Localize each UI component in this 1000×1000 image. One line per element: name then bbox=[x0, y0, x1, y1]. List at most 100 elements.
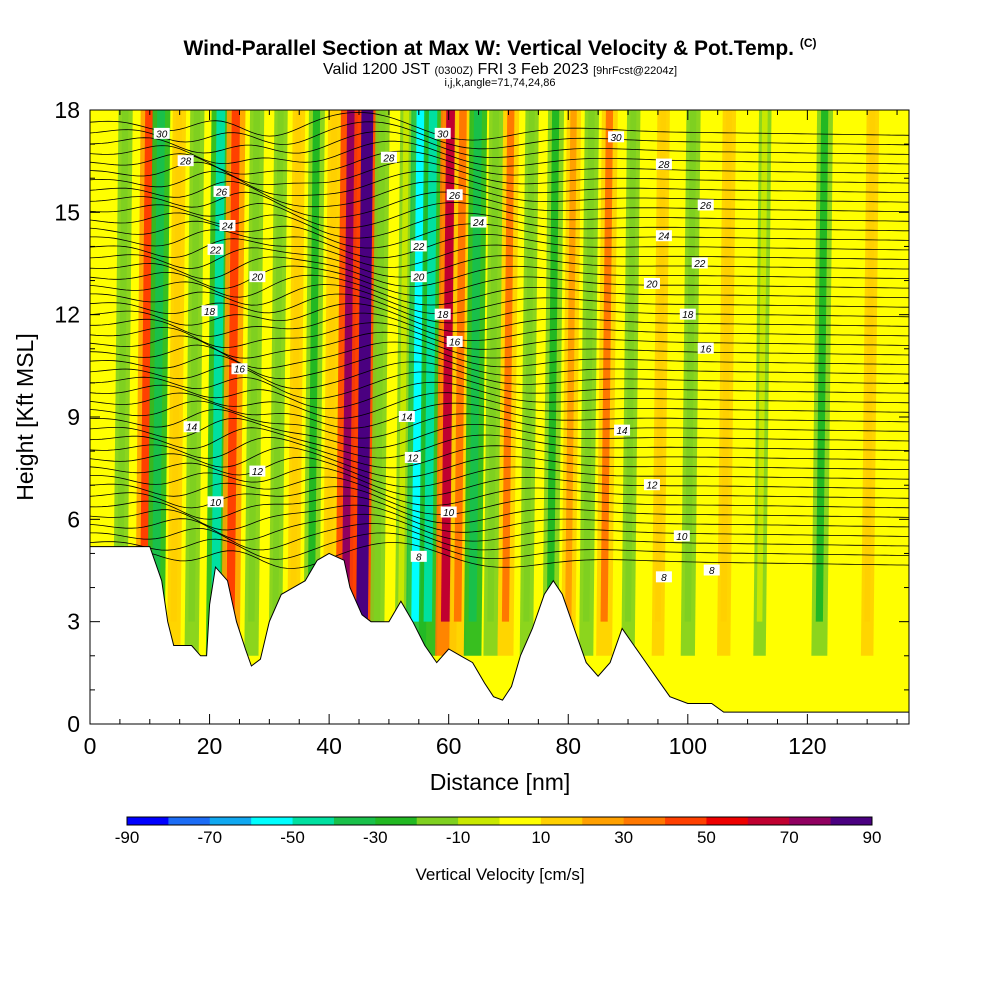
valid-time-line: Valid 1200 JST (0300Z) FRI 3 Feb 2023 [9… bbox=[0, 61, 1000, 79]
valid-prefix: Valid 1200 JST bbox=[322, 61, 431, 78]
theta-label-text: 12 bbox=[252, 467, 264, 478]
theta-contour-label: 8 bbox=[703, 564, 720, 577]
x-tick-label: 20 bbox=[197, 733, 223, 759]
theta-contour-label: 22 bbox=[207, 243, 224, 256]
theta-label-text: 20 bbox=[645, 279, 658, 290]
theta-label-text: 14 bbox=[186, 423, 198, 434]
x-axis-label: Distance [nm] bbox=[430, 769, 571, 795]
theta-contour-label: 16 bbox=[231, 363, 248, 376]
theta-contour-label: 26 bbox=[446, 189, 463, 202]
y-tick-label: 6 bbox=[67, 506, 80, 532]
theta-label-text: 18 bbox=[204, 307, 216, 318]
x-tick-label: 80 bbox=[555, 733, 581, 759]
velocity-band bbox=[519, 110, 539, 656]
theta-contour-label: 18 bbox=[201, 305, 218, 318]
theta-label-text: 28 bbox=[657, 160, 670, 171]
theta-contour bbox=[90, 381, 909, 409]
theta-contour bbox=[90, 247, 909, 278]
theta-contour-label: 22 bbox=[691, 257, 708, 270]
theta-label-text: 26 bbox=[448, 191, 461, 202]
theta-label-text: 26 bbox=[215, 187, 228, 198]
theta-label-text: 12 bbox=[646, 481, 658, 492]
theta-contour-label: 12 bbox=[643, 479, 660, 492]
velocity-band bbox=[811, 110, 834, 656]
theta-label-text: 24 bbox=[472, 218, 485, 229]
theta-contour bbox=[90, 331, 909, 359]
theta-contour bbox=[90, 351, 909, 380]
colorbar-tick-label: -10 bbox=[446, 828, 471, 847]
theta-label-text: 30 bbox=[156, 129, 168, 140]
theta-contour-label: 26 bbox=[697, 199, 714, 212]
theta-contour-label: 28 bbox=[177, 155, 194, 168]
colorbar-swatch bbox=[209, 817, 252, 825]
theta-contour bbox=[90, 303, 909, 333]
colorbar-swatch bbox=[540, 817, 583, 825]
theta-contour-label: 18 bbox=[434, 308, 451, 321]
colorbar-swatch bbox=[623, 817, 666, 825]
colorbar-swatch bbox=[706, 817, 749, 825]
theta-label-text: 8 bbox=[416, 552, 422, 563]
theta-contour bbox=[90, 256, 909, 287]
theta-contour-label: 30 bbox=[434, 127, 451, 140]
x-tick-label: 40 bbox=[316, 733, 342, 759]
y-tick-label: 15 bbox=[54, 199, 80, 225]
theta-contour bbox=[90, 111, 909, 141]
velocity-band bbox=[303, 110, 325, 656]
theta-contour bbox=[90, 361, 909, 390]
colorbar-swatch bbox=[251, 817, 294, 825]
chart-title: Wind-Parallel Section at Max W: Vertical… bbox=[0, 36, 1000, 61]
theta-contour-label: 18 bbox=[679, 308, 696, 321]
x-tick-label: 100 bbox=[669, 733, 707, 759]
colorbar-swatch bbox=[168, 817, 211, 825]
theta-contour bbox=[90, 400, 909, 429]
theta-contour-label: 20 bbox=[410, 271, 427, 284]
theta-contour bbox=[90, 322, 909, 350]
theta-contour-label: 20 bbox=[643, 277, 660, 290]
theta-contour-label: 8 bbox=[655, 571, 672, 584]
velocity-band bbox=[112, 110, 133, 656]
y-tick-label: 18 bbox=[54, 97, 80, 123]
y-tick-label: 3 bbox=[67, 609, 80, 635]
colorbar-swatch bbox=[127, 817, 169, 825]
theta-label-text: 16 bbox=[234, 365, 246, 376]
terrain-outline bbox=[90, 546, 909, 713]
theta-contour bbox=[90, 229, 909, 259]
x-tick-label: 0 bbox=[84, 733, 97, 759]
theta-contour bbox=[90, 523, 909, 551]
theta-contour bbox=[90, 542, 909, 569]
colorbar-tick-label: -50 bbox=[280, 828, 305, 847]
theta-contour bbox=[90, 170, 909, 197]
theta-contour bbox=[90, 371, 909, 399]
chart-title-text: Wind-Parallel Section at Max W: Vertical… bbox=[183, 37, 794, 60]
theta-contour-label: 16 bbox=[697, 342, 714, 355]
colorbar-tick-label: 50 bbox=[697, 828, 716, 847]
theta-contour-label: 30 bbox=[153, 127, 170, 140]
y-tick-label: 0 bbox=[67, 711, 80, 737]
theta-contour-label: 24 bbox=[655, 230, 672, 243]
colorbar-tick-label: -30 bbox=[363, 828, 388, 847]
theta-contour-label: 12 bbox=[404, 451, 421, 464]
theta-contour-label: 30 bbox=[608, 131, 625, 144]
theta-label-text: 26 bbox=[699, 201, 712, 212]
y-tick-label: 12 bbox=[54, 302, 80, 328]
valid-utc: (0300Z) bbox=[434, 65, 473, 77]
theta-contour bbox=[90, 392, 909, 419]
theta-contour bbox=[90, 293, 909, 324]
theta-contour bbox=[90, 160, 909, 185]
y-tick-label: 9 bbox=[67, 404, 80, 430]
theta-label-text: 14 bbox=[401, 413, 413, 424]
theta-contour bbox=[90, 284, 909, 315]
colorbar-swatch bbox=[582, 817, 625, 825]
theta-label-text: 30 bbox=[611, 133, 623, 144]
theta-contour bbox=[90, 121, 909, 150]
theta-contour bbox=[90, 532, 909, 560]
theta-contour-label: 12 bbox=[249, 465, 266, 478]
theta-label-text: 22 bbox=[693, 259, 706, 270]
theta-contour bbox=[90, 140, 909, 167]
copyright-mark: (C) bbox=[799, 36, 817, 50]
colorbar-tick-label: 30 bbox=[614, 828, 633, 847]
theta-label-text: 16 bbox=[700, 344, 712, 355]
x-axis: 0 20 40 60 80 100 120 bbox=[84, 110, 898, 759]
theta-contour bbox=[90, 341, 909, 369]
